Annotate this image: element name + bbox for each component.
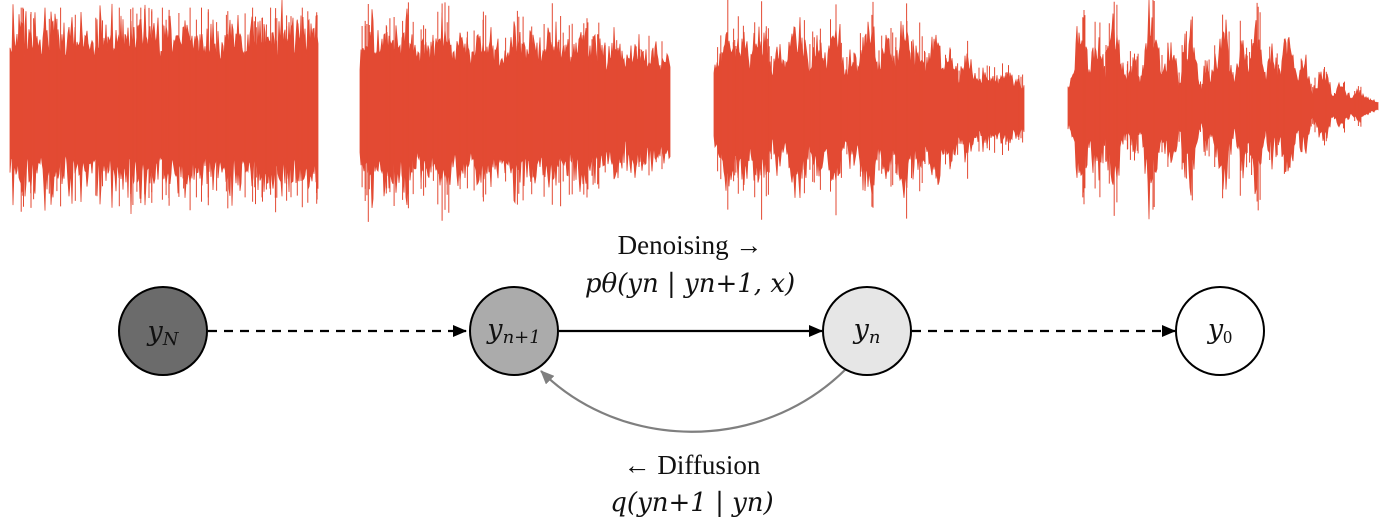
node-y-N-base: y xyxy=(146,316,163,347)
node-y-0-sub: 0 xyxy=(1223,327,1232,347)
waveform-noise-level-1-shape xyxy=(9,0,319,215)
waveform-noise-level-3-shape xyxy=(713,17,1025,199)
waveform-noise-level-1 xyxy=(9,0,319,215)
node-y-0: y0 xyxy=(1175,286,1265,376)
svg-text:yn: yn xyxy=(853,314,881,348)
denoising-formula: pθ(yn | yn+1, x) xyxy=(585,269,795,299)
waveform-noise-level-3 xyxy=(713,0,1025,220)
diffusion-title: ← Diffusion xyxy=(624,450,761,480)
node-y-n-plus-1-sub: n+1 xyxy=(503,327,541,348)
svg-text:yn+1: yn+1 xyxy=(486,314,540,348)
waveform-noise-level-2 xyxy=(359,2,671,222)
svg-text:y0: y0 xyxy=(1207,314,1232,347)
node-y-N-sub: N xyxy=(162,329,180,350)
node-y-N: yN xyxy=(118,286,208,376)
svg-text:yN: yN xyxy=(146,316,179,350)
node-y-n-plus-1: yn+1 xyxy=(469,286,559,376)
denoising-title: Denoising → xyxy=(618,230,763,260)
waveform-row xyxy=(9,0,1379,222)
waveform-noise-level-4 xyxy=(1067,0,1379,220)
node-y-n: yn xyxy=(822,286,912,376)
node-y-n-plus-1-base: y xyxy=(486,314,503,345)
node-y-0-base: y xyxy=(1207,314,1224,345)
node-y-n-base: y xyxy=(853,314,870,345)
node-y-n-sub: n xyxy=(869,327,881,348)
diffusion-edge-yn-to-yn1 xyxy=(540,367,848,433)
diffusion-formula: q(yn+1 | yn) xyxy=(610,488,773,518)
waveform-noise-level-2-shape xyxy=(359,8,671,208)
